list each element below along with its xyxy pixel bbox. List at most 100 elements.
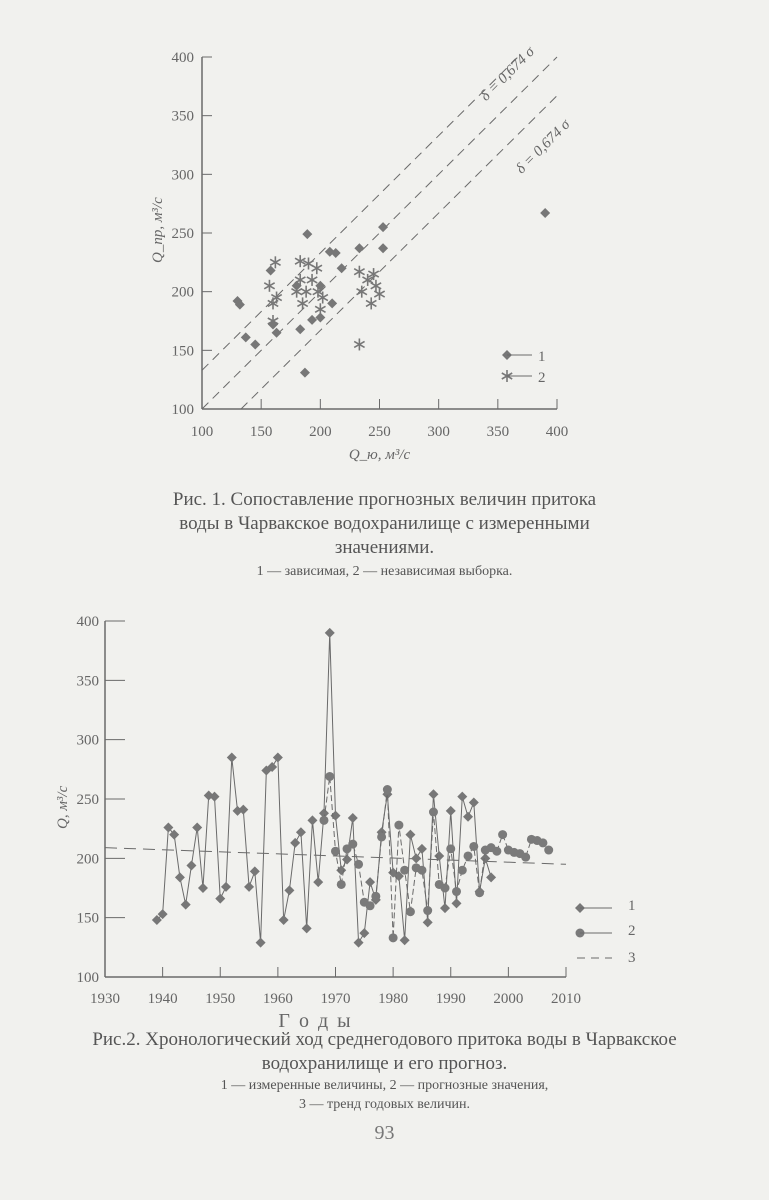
x-tick-label: 2010 <box>551 991 581 1007</box>
figure1-caption: Рис. 1. Сопоставление прогнозных величин… <box>0 488 769 584</box>
data-point-series-2 <box>521 852 531 862</box>
data-point-series-1 <box>336 263 347 274</box>
data-point-series-1 <box>324 627 335 638</box>
data-point-series-1 <box>307 314 318 325</box>
y-axis-label: Q, м³/с <box>55 785 71 829</box>
x-tick-label: 1960 <box>263 991 293 1007</box>
data-point-series-2 <box>353 265 365 278</box>
series-line-1 <box>156 632 492 945</box>
page-number: 93 <box>374 1122 395 1144</box>
data-point-series-1 <box>327 298 338 309</box>
data-point-series-1 <box>359 928 370 939</box>
legend-label-1: 1 <box>538 349 546 365</box>
data-point-series-2 <box>498 830 508 840</box>
y-tick-label: 400 <box>77 614 100 630</box>
data-point-series-1 <box>240 332 251 343</box>
data-point-series-1 <box>301 923 312 934</box>
line-chart-annual-inflow: 1930 1940 1950 1960 1970 1980 1990 2000 2010 100 1… <box>55 614 636 1032</box>
data-point-series-1 <box>265 265 276 276</box>
x-tick-label: 1980 <box>378 991 408 1007</box>
data-point-series-2 <box>388 933 398 943</box>
figure1-title: Рис. 1. Сопоставление прогнозных величин… <box>172 489 597 558</box>
x-tick-label: 1990 <box>436 991 466 1007</box>
data-point-series-1 <box>330 247 341 258</box>
y-tick-label: 300 <box>172 167 195 183</box>
data-point-series-1 <box>271 327 282 338</box>
data-point-series-1 <box>540 208 551 219</box>
data-point-series-1 <box>284 885 295 896</box>
data-point-series-1 <box>336 865 347 876</box>
y-tick-label: 350 <box>172 109 195 125</box>
data-point-series-2 <box>373 288 386 301</box>
trend-line-series-3 <box>104 847 567 865</box>
x-tick-label: 1930 <box>90 991 120 1007</box>
data-point-series-2 <box>446 844 456 854</box>
data-point-series-1 <box>445 805 456 816</box>
data-point-series-2 <box>270 291 283 304</box>
y-tick-label: 100 <box>77 970 100 986</box>
data-point-series-1 <box>399 935 410 946</box>
data-point-series-1 <box>330 810 341 821</box>
data-point-series-2 <box>452 887 462 897</box>
x-tick-label: 300 <box>427 424 450 440</box>
data-point-series-2 <box>317 291 329 304</box>
data-point-series-1 <box>422 917 433 928</box>
data-point-series-1 <box>209 791 220 802</box>
legend-label-2: 2 <box>628 923 636 939</box>
data-point-series-2 <box>423 906 433 916</box>
data-point-series-1 <box>234 299 245 310</box>
legend-label-1: 1 <box>628 898 636 914</box>
data-point-series-2 <box>348 839 358 849</box>
data-point-series-2 <box>428 807 438 817</box>
data-point-series-1 <box>151 915 162 926</box>
data-point-series-1 <box>302 229 313 240</box>
data-point-series-2 <box>353 338 365 351</box>
data-point-series-1 <box>192 822 203 833</box>
data-point-series-1 <box>267 761 278 772</box>
data-point-series-1 <box>405 829 416 840</box>
figure1-legend-text: 1 — зависимая, 2 — независимая выборка. <box>256 564 513 579</box>
data-point-series-1 <box>313 877 324 888</box>
y-tick-label: 300 <box>77 733 100 749</box>
data-point-series-1 <box>378 243 389 254</box>
data-point-series-1 <box>416 843 427 854</box>
legend-label-3: 3 <box>628 950 636 966</box>
y-tick-label: 100 <box>172 402 195 418</box>
data-point-series-1 <box>353 937 364 948</box>
x-tick-label: 100 <box>191 424 214 440</box>
data-point-series-1 <box>180 899 191 910</box>
data-point-series-1 <box>244 881 255 892</box>
data-point-series-1 <box>238 804 249 815</box>
data-point-series-1 <box>480 853 491 864</box>
figure2-legend-text-b: 3 — тренд годовых величин. <box>299 1097 470 1112</box>
data-point-series-2 <box>314 303 326 316</box>
figure2-legend-text-a: 1 — измеренные величины, 2 — прогнозные … <box>220 1078 549 1093</box>
x-axis-label: Г о д ы <box>278 1010 352 1032</box>
data-point-series-2 <box>382 785 392 795</box>
data-point-series-1 <box>365 877 376 888</box>
data-point-series-1 <box>411 853 422 864</box>
y-axis-label: Q_пр, м³/с <box>150 197 166 263</box>
x-axis-label: Q_ю, м³/с <box>349 447 411 463</box>
data-point-series-1 <box>318 808 329 819</box>
data-point-series-2 <box>294 273 306 286</box>
data-point-series-2 <box>365 901 375 911</box>
data-point-series-2 <box>362 273 374 286</box>
data-point-series-1 <box>295 324 306 335</box>
data-point-series-1 <box>215 893 226 904</box>
data-point-series-2 <box>269 256 281 269</box>
x-tick-label: 1970 <box>321 991 351 1007</box>
data-point-series-1 <box>169 829 180 840</box>
data-point-series-1 <box>255 937 266 948</box>
data-point-series-2 <box>371 891 381 901</box>
data-point-series-2 <box>370 279 382 292</box>
data-point-series-2 <box>400 865 410 875</box>
x-tick-label: 1950 <box>205 991 235 1007</box>
figure2-title: Рис.2. Хронологический ход среднегодовог… <box>92 1029 677 1074</box>
data-point-series-1 <box>378 222 389 233</box>
x-tick-label: 350 <box>487 424 510 440</box>
data-point-series-2 <box>457 865 467 875</box>
data-point-series-2 <box>377 832 387 842</box>
data-point-series-2 <box>469 841 479 851</box>
data-point-series-1 <box>250 339 261 350</box>
